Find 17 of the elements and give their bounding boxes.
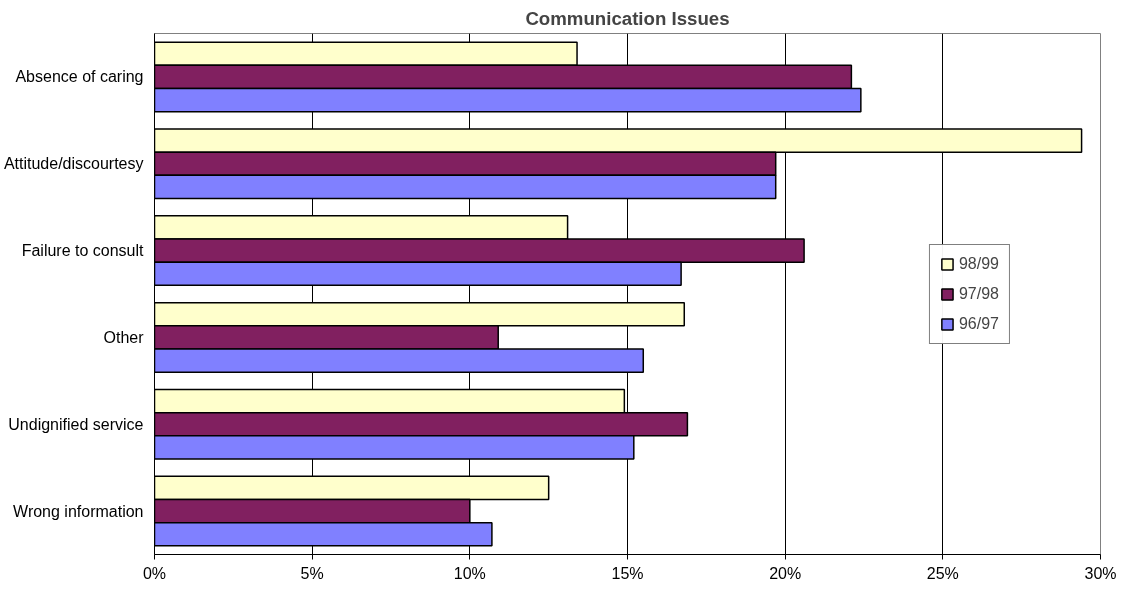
x-tick-label: 5% (300, 564, 324, 582)
y-tick-label: Attitude/discourtesy (3, 155, 144, 173)
legend-label: 97/98 (958, 284, 999, 303)
y-tick-label: Wrong information (13, 502, 144, 520)
x-tick-label: 10% (453, 564, 486, 582)
x-tick-label: 25% (926, 564, 959, 582)
y-tick-label: Other (103, 328, 145, 346)
chart-title: Communication Issues (525, 7, 730, 29)
x-tick-label: 20% (769, 564, 802, 582)
x-tick-label: 15% (611, 564, 644, 582)
x-tick-label: 30% (1084, 564, 1117, 582)
x-tick-label: 0% (142, 564, 167, 582)
legend-label: 96/97 (958, 314, 999, 333)
legend-label: 98/99 (958, 254, 999, 273)
y-tick-label: Undignified service (8, 415, 144, 433)
y-tick-label: Failure to consult (21, 242, 145, 260)
y-tick-label: Absence of caring (15, 68, 144, 86)
